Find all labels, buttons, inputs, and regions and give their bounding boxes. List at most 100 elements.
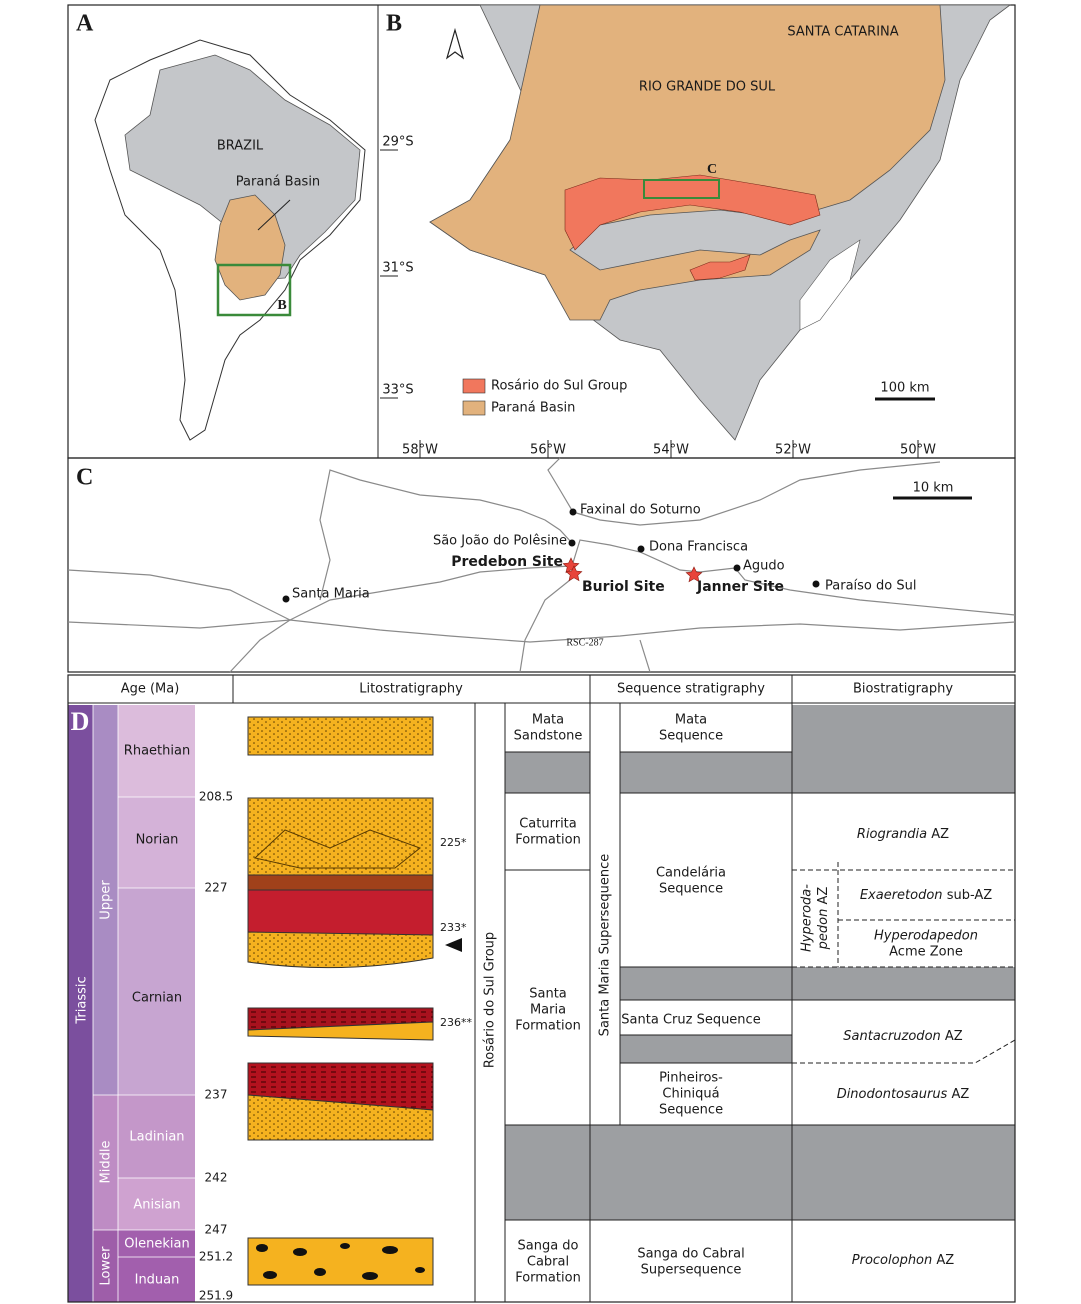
biozone-taxon: Santacruzodon	[843, 1029, 940, 1044]
supersequence-label: Santa Maria Supersequence	[598, 854, 613, 1037]
stage-label: Norian	[136, 833, 179, 848]
age-label: 227	[205, 881, 228, 895]
formation-label: Sandstone	[514, 729, 583, 744]
stage-label: Ladinian	[129, 1130, 184, 1145]
age-label: 247	[205, 1223, 228, 1237]
sequence-label: Pinheiros-	[659, 1071, 723, 1086]
stage-label: Olenekian	[124, 1237, 189, 1252]
sequence-label: Chiniquá	[662, 1087, 719, 1102]
sequence-label: Sanga do Cabral	[637, 1247, 744, 1262]
stage-label: Induan	[135, 1273, 180, 1288]
sequence-label: Candelária	[656, 866, 726, 881]
sequence-label: Sequence	[659, 882, 723, 897]
biozone-taxon: Procolophon	[852, 1253, 933, 1268]
map-frame	[67, 457, 1016, 673]
biozone-label: Santacruzodon AZ	[843, 1029, 963, 1044]
scale-label: 10 km	[913, 481, 954, 496]
biozone-taxon: Hyperodapedon	[874, 929, 978, 944]
rio-grande-do-sul-map	[380, 4, 1012, 458]
radiometric-age: 236**	[440, 1016, 472, 1029]
age-label: 237	[205, 1088, 228, 1102]
local-road-map	[67, 457, 1016, 673]
panel-label: D	[71, 707, 90, 736]
age-label: 242	[205, 1171, 228, 1185]
road-label: RSC-287	[566, 637, 603, 648]
panel-label: C	[76, 465, 93, 491]
country-label: BRAZIL	[217, 139, 264, 154]
legend-label: Paraná Basin	[491, 401, 575, 416]
south-america-map	[94, 39, 366, 441]
biozone-rank: AZ	[936, 1253, 954, 1268]
radiometric-age: 225*	[440, 836, 467, 849]
legend-label: Rosário do Sul Group	[491, 379, 627, 394]
state-label: SANTA CATARINA	[787, 25, 898, 40]
site-label: Predebon Site	[451, 554, 563, 570]
epoch-label: Upper	[99, 880, 114, 920]
parent-zone-taxon: pedon	[816, 909, 831, 951]
sequence-label: Sequence	[659, 1103, 723, 1118]
town-label: Agudo	[743, 559, 785, 574]
column-header: Sequence stratigraphy	[617, 682, 765, 697]
state-label: RIO GRANDE DO SUL	[639, 80, 776, 95]
biozone-rank: sub-AZ	[947, 888, 993, 903]
biozone-label: Exaeretodon sub-AZ	[860, 888, 992, 903]
age-label: 208.5	[199, 790, 233, 804]
latitude-label: 31°S	[382, 261, 413, 276]
latitude-label: 33°S	[382, 383, 413, 398]
column-header: Biostratigraphy	[853, 682, 953, 697]
stage-label: Carnian	[132, 991, 182, 1006]
column-header: Age (Ma)	[121, 682, 180, 697]
town-label: Faxinal do Soturno	[580, 503, 701, 518]
site-label: Buriol Site	[582, 579, 665, 595]
parent-zone-rank: AZ	[816, 887, 831, 905]
latitude-label: 29°S	[382, 135, 413, 150]
biozone-rank: AZ	[945, 1029, 963, 1044]
basin-label: Paraná Basin	[236, 175, 320, 190]
biozone-label: Dinodontosaurus AZ	[837, 1087, 970, 1102]
formation-label: Formation	[515, 1271, 581, 1286]
town-label: Santa Maria	[292, 587, 370, 602]
town-label: Paraíso do Sul	[825, 579, 916, 594]
column-header: Litostratigraphy	[359, 682, 463, 697]
radiometric-age: 233*	[440, 921, 467, 934]
formation-label: Sanga do	[517, 1239, 578, 1254]
age-label: 251.2	[199, 1250, 233, 1264]
scale-label: 100 km	[880, 381, 929, 396]
epoch-label: Middle	[99, 1141, 114, 1184]
biozone-rank: AZ	[931, 827, 949, 842]
biozone-label: Procolophon AZ	[852, 1253, 955, 1268]
parent-zone: Hyperoda-pedon AZ	[800, 884, 831, 952]
formation-label: Caturrita	[519, 817, 577, 832]
inset-label: C	[707, 162, 717, 177]
biozone-taxon: Exaeretodon	[860, 888, 943, 903]
biozone-taxon: Riograndia	[857, 827, 927, 842]
biozone-rank: Acme Zone	[889, 945, 963, 960]
formation-label: Mata	[532, 713, 564, 728]
epoch-label: Lower	[99, 1246, 114, 1286]
age-label: 251.9	[199, 1289, 233, 1303]
town-label: Dona Francisca	[649, 540, 748, 555]
group-label: Rosário do Sul Group	[483, 932, 498, 1068]
biozone-taxon: Dinodontosaurus	[837, 1087, 948, 1102]
stage-label: Anisian	[133, 1198, 180, 1213]
formation-label: Cabral	[527, 1255, 569, 1270]
longitude-label: 52°W	[775, 443, 811, 458]
longitude-label: 58°W	[402, 443, 438, 458]
formation-label: Maria	[530, 1003, 566, 1018]
inset-label: B	[277, 298, 286, 313]
site-label: Janner Site	[696, 579, 784, 595]
biozone-rank: AZ	[951, 1087, 969, 1102]
panel-label: B	[386, 11, 402, 37]
formation-label: Formation	[515, 833, 581, 848]
stratigraphy-table	[67, 674, 1016, 1303]
longitude-label: 56°W	[530, 443, 566, 458]
sequence-label: Mata	[675, 713, 707, 728]
town-label: São João do Polêsine	[433, 534, 567, 549]
sequence-label: Supersequence	[641, 1263, 742, 1278]
period-label: Triassic	[75, 976, 90, 1024]
longitude-label: 50°W	[900, 443, 936, 458]
parent-zone-line: Hyperoda-	[800, 884, 815, 952]
parent-zone-line: pedon AZ	[816, 887, 831, 951]
formation-label: Santa	[529, 987, 567, 1002]
